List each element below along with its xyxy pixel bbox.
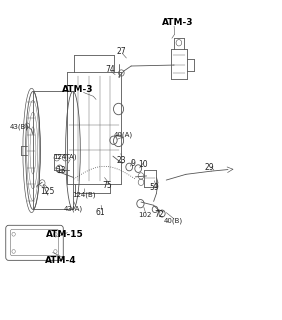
Text: 23: 23 xyxy=(116,156,126,164)
Text: 74: 74 xyxy=(105,65,115,74)
Text: 13: 13 xyxy=(56,166,66,175)
Text: 72: 72 xyxy=(155,210,164,219)
Text: 9: 9 xyxy=(130,159,135,168)
Text: 40(A): 40(A) xyxy=(113,131,132,138)
Text: 29: 29 xyxy=(205,164,215,172)
Text: ATM-4: ATM-4 xyxy=(45,256,77,265)
Text: ATM-15: ATM-15 xyxy=(46,230,84,239)
Text: 43(B): 43(B) xyxy=(9,123,28,130)
Text: 61: 61 xyxy=(96,208,105,217)
Text: 102: 102 xyxy=(138,212,151,218)
Text: 124(B): 124(B) xyxy=(72,192,95,198)
Text: 75: 75 xyxy=(102,181,112,190)
Text: 27: 27 xyxy=(116,47,126,56)
Text: 59: 59 xyxy=(149,183,159,192)
Text: 40(B): 40(B) xyxy=(164,218,183,224)
Text: 125: 125 xyxy=(40,188,54,196)
Text: ATM-3: ATM-3 xyxy=(62,85,94,94)
Text: 43(A): 43(A) xyxy=(64,205,83,212)
Text: 10: 10 xyxy=(138,160,148,169)
Text: ATM-3: ATM-3 xyxy=(162,19,193,28)
Text: 124(A): 124(A) xyxy=(54,154,77,160)
